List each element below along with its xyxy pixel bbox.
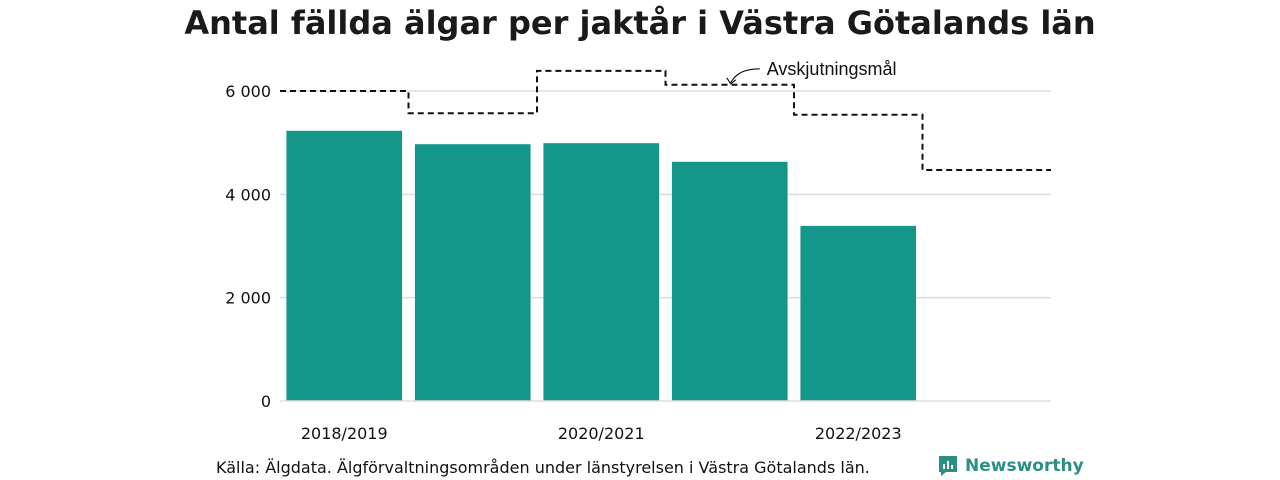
x-axis-ticks: 2018/2019 2020/2021 2022/2023 [301, 424, 902, 443]
brand-name: Newsworthy [965, 456, 1084, 476]
x-tick-label: 2022/2023 [815, 424, 902, 443]
y-tick-label: 4 000 [225, 185, 271, 204]
annotation-arrow [730, 68, 760, 84]
newsworthy-logo-icon [939, 456, 957, 476]
annotation-arrowhead [726, 77, 737, 85]
target-line [280, 69, 1051, 172]
bar [286, 130, 403, 402]
y-axis-ticks: 0 2 000 4 000 6 000 [225, 82, 271, 411]
bar [800, 225, 917, 401]
brand: Newsworthy [937, 454, 1084, 478]
annotation: Avskjutningsmål [726, 59, 897, 85]
annotation-label: Avskjutningsmål [767, 59, 897, 79]
bar [543, 143, 660, 401]
bars [286, 130, 917, 402]
bar [671, 161, 788, 401]
source-note: Källa: Älgdata. Älgförvaltningsområden u… [216, 458, 870, 477]
bar [414, 144, 531, 401]
target-step-line [280, 69, 1051, 172]
y-tick-label: 2 000 [225, 289, 271, 308]
gridlines [280, 90, 1051, 299]
x-tick-label: 2020/2021 [558, 424, 645, 443]
y-tick-label: 0 [261, 392, 271, 411]
chart-title: Antal fällda älgar per jaktår i Västra G… [184, 4, 1096, 42]
x-tick-label: 2018/2019 [301, 424, 388, 443]
y-tick-label: 6 000 [225, 82, 271, 101]
